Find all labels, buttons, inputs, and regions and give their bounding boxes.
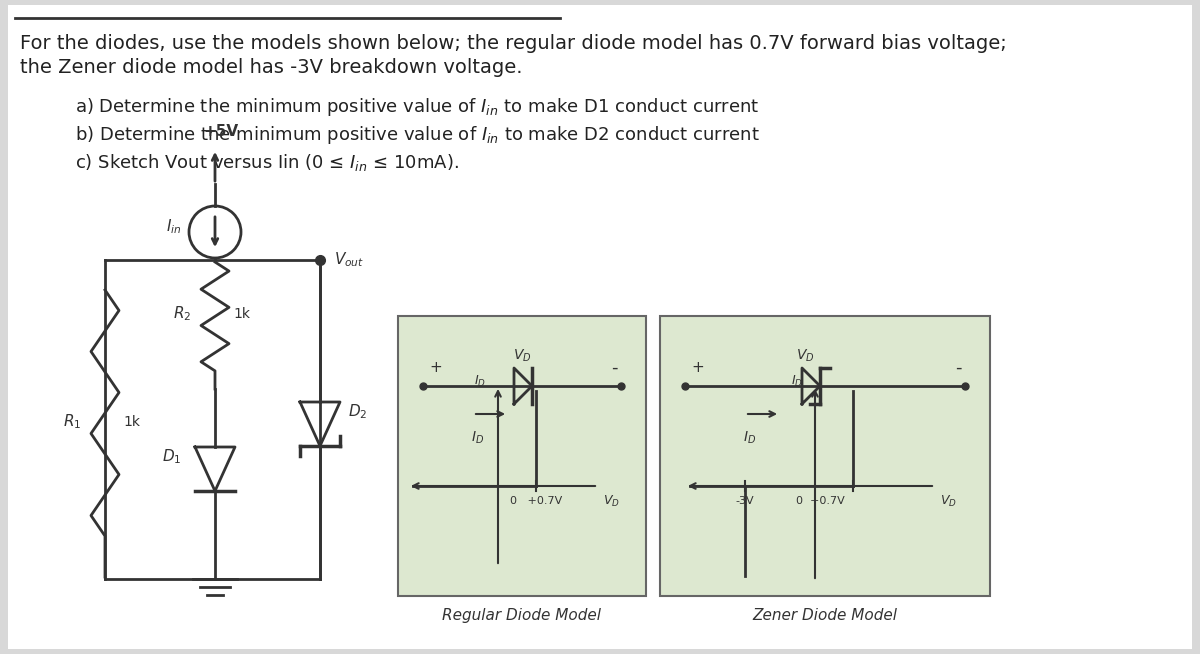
- Text: For the diodes, use the models shown below; the regular diode model has 0.7V for: For the diodes, use the models shown bel…: [20, 34, 1007, 53]
- Text: Regular Diode Model: Regular Diode Model: [443, 608, 601, 623]
- Text: 0   +0.7V: 0 +0.7V: [510, 496, 562, 506]
- Text: $D_1$: $D_1$: [162, 447, 181, 466]
- Text: +: +: [430, 360, 443, 375]
- Text: the Zener diode model has -3V breakdown voltage.: the Zener diode model has -3V breakdown …: [20, 58, 522, 77]
- Text: -3V: -3V: [736, 496, 755, 506]
- Text: -: -: [955, 359, 961, 377]
- Text: +5V: +5V: [203, 124, 238, 139]
- Text: $R_1$: $R_1$: [62, 412, 82, 431]
- Text: 1k: 1k: [124, 415, 140, 428]
- Text: Zener Diode Model: Zener Diode Model: [752, 608, 898, 623]
- FancyBboxPatch shape: [398, 316, 646, 596]
- Text: $D_2$: $D_2$: [348, 403, 367, 421]
- Text: $V_D$: $V_D$: [512, 348, 532, 364]
- Text: b) Determine the minimum positive value of $I_{in}$ to make D2 conduct current: b) Determine the minimum positive value …: [74, 124, 760, 146]
- Text: $V_D$: $V_D$: [604, 494, 620, 509]
- Text: 0  +0.7V: 0 +0.7V: [796, 496, 845, 506]
- Text: $I_D$: $I_D$: [791, 373, 803, 388]
- FancyBboxPatch shape: [8, 5, 1192, 649]
- FancyBboxPatch shape: [660, 316, 990, 596]
- Text: a) Determine the minimum positive value of $I_{in}$ to make D1 conduct current: a) Determine the minimum positive value …: [74, 96, 760, 118]
- Text: -: -: [611, 359, 617, 377]
- Text: $V_{out}$: $V_{out}$: [334, 250, 365, 269]
- Text: $V_D$: $V_D$: [940, 494, 956, 509]
- Text: $I_D$: $I_D$: [474, 373, 486, 388]
- Text: c) Sketch Vout versus Iin (0 ≤ $I_{in}$ ≤ 10mA).: c) Sketch Vout versus Iin (0 ≤ $I_{in}$ …: [74, 152, 458, 173]
- Text: 1k: 1k: [233, 307, 250, 320]
- Text: $I_D$: $I_D$: [744, 430, 756, 447]
- Text: $R_2$: $R_2$: [173, 304, 191, 323]
- Text: $I_{in}$: $I_{in}$: [166, 218, 181, 236]
- Text: +: +: [691, 360, 704, 375]
- Text: $I_D$: $I_D$: [472, 430, 485, 447]
- Text: $V_D$: $V_D$: [796, 348, 815, 364]
